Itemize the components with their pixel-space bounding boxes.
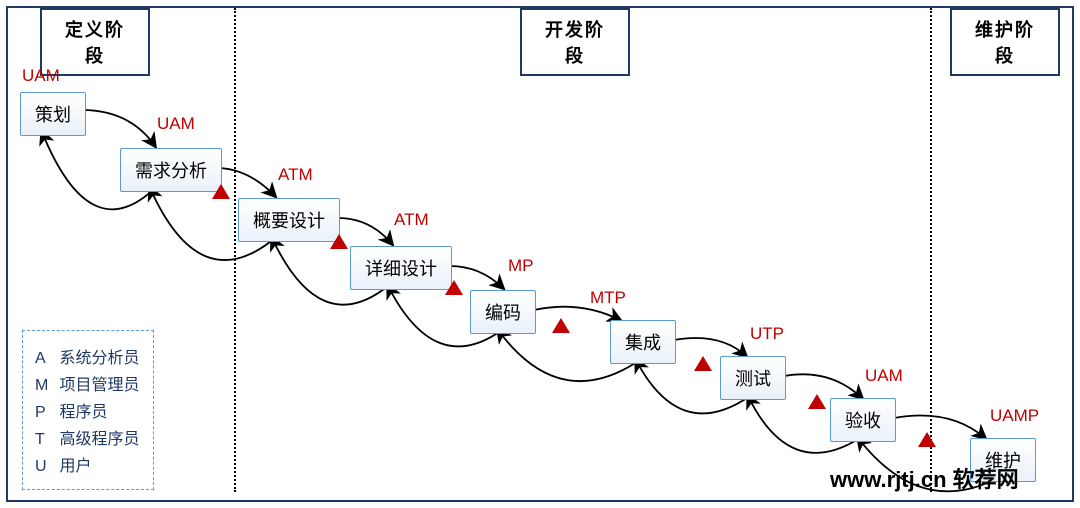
- watermark-text: www.rjtj.cn 软荐网: [830, 462, 1019, 494]
- main-frame: [6, 6, 1074, 502]
- role-label-3: ATM: [394, 210, 429, 230]
- legend-code: M: [35, 377, 55, 395]
- node-plan: 策划: [20, 92, 86, 136]
- triangle-marker-0: [212, 184, 230, 199]
- node-outline: 概要设计: [238, 198, 340, 242]
- divider-2: [930, 8, 932, 492]
- node-test: 测试: [720, 356, 786, 400]
- role-label-7: UAM: [865, 366, 903, 386]
- role-label-8: UAMP: [990, 406, 1039, 426]
- legend-row-T: T 高级程序员: [35, 425, 139, 449]
- role-label-0: UAM: [22, 66, 60, 86]
- phase-development: 开发阶段: [520, 8, 630, 76]
- triangle-marker-3: [552, 318, 570, 333]
- legend-text: 程序员: [55, 404, 107, 421]
- node-detail: 详细设计: [350, 246, 452, 290]
- legend-code: U: [35, 458, 55, 476]
- legend-box: A 系统分析员M 项目管理员P 程序员T 高级程序员U 用户: [22, 330, 154, 490]
- triangle-marker-2: [445, 280, 463, 295]
- legend-code: T: [35, 431, 55, 449]
- role-label-2: ATM: [278, 165, 313, 185]
- node-accept: 验收: [830, 398, 896, 442]
- phase-maintenance: 维护阶段: [950, 8, 1060, 76]
- legend-code: P: [35, 404, 55, 422]
- role-label-4: MP: [508, 256, 534, 276]
- legend-row-M: M 项目管理员: [35, 371, 139, 395]
- legend-text: 用户: [55, 458, 91, 475]
- triangle-marker-1: [330, 234, 348, 249]
- node-requirement: 需求分析: [120, 148, 222, 192]
- legend-text: 系统分析员: [55, 350, 139, 367]
- triangle-marker-5: [808, 394, 826, 409]
- triangle-marker-4: [694, 356, 712, 371]
- divider-1: [234, 8, 236, 492]
- node-integrate: 集成: [610, 320, 676, 364]
- triangle-marker-6: [918, 432, 936, 447]
- role-label-6: UTP: [750, 324, 784, 344]
- legend-text: 项目管理员: [55, 377, 139, 394]
- legend-code: A: [35, 350, 55, 368]
- role-label-1: UAM: [157, 114, 195, 134]
- legend-row-A: A 系统分析员: [35, 344, 139, 368]
- legend-text: 高级程序员: [55, 431, 139, 448]
- legend-row-P: P 程序员: [35, 398, 139, 422]
- role-label-5: MTP: [590, 288, 626, 308]
- legend-row-U: U 用户: [35, 452, 139, 476]
- node-code: 编码: [470, 290, 536, 334]
